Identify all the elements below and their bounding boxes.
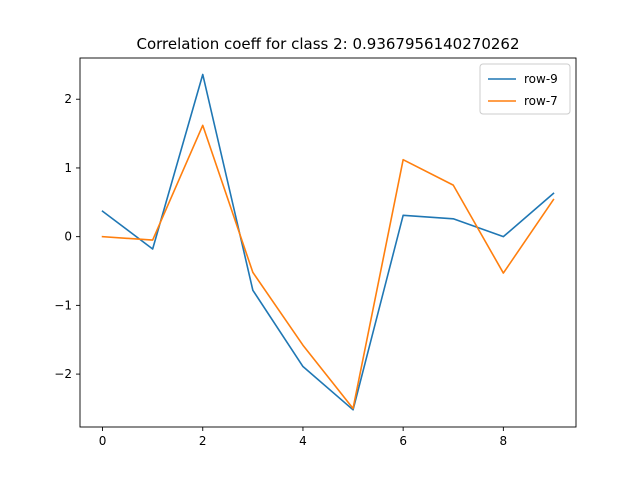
x-tick-label: 6: [399, 434, 407, 448]
series-line-row-7: [101, 124, 555, 410]
y-tick-label: 0: [64, 230, 72, 244]
plot-area: 0 2 4 6 8 −2 −1 0 1 2 row-9 row-7: [54, 57, 577, 448]
axes-frame: [79, 57, 577, 428]
x-tick-label: 2: [199, 434, 207, 448]
x-tick-label: 4: [299, 434, 307, 448]
chart-title: Correlation coeff for class 2: 0.9367956…: [136, 35, 519, 53]
x-tick-label: 8: [500, 434, 508, 448]
y-tick-label: 1: [64, 161, 72, 175]
y-tick-label: −1: [54, 298, 72, 312]
legend-label-row-7: row-7: [524, 94, 558, 108]
y-tick-label: 2: [64, 92, 72, 106]
x-tick-label: 0: [99, 434, 107, 448]
y-tick-label: −2: [54, 367, 72, 381]
legend-label-row-9: row-9: [524, 72, 558, 86]
